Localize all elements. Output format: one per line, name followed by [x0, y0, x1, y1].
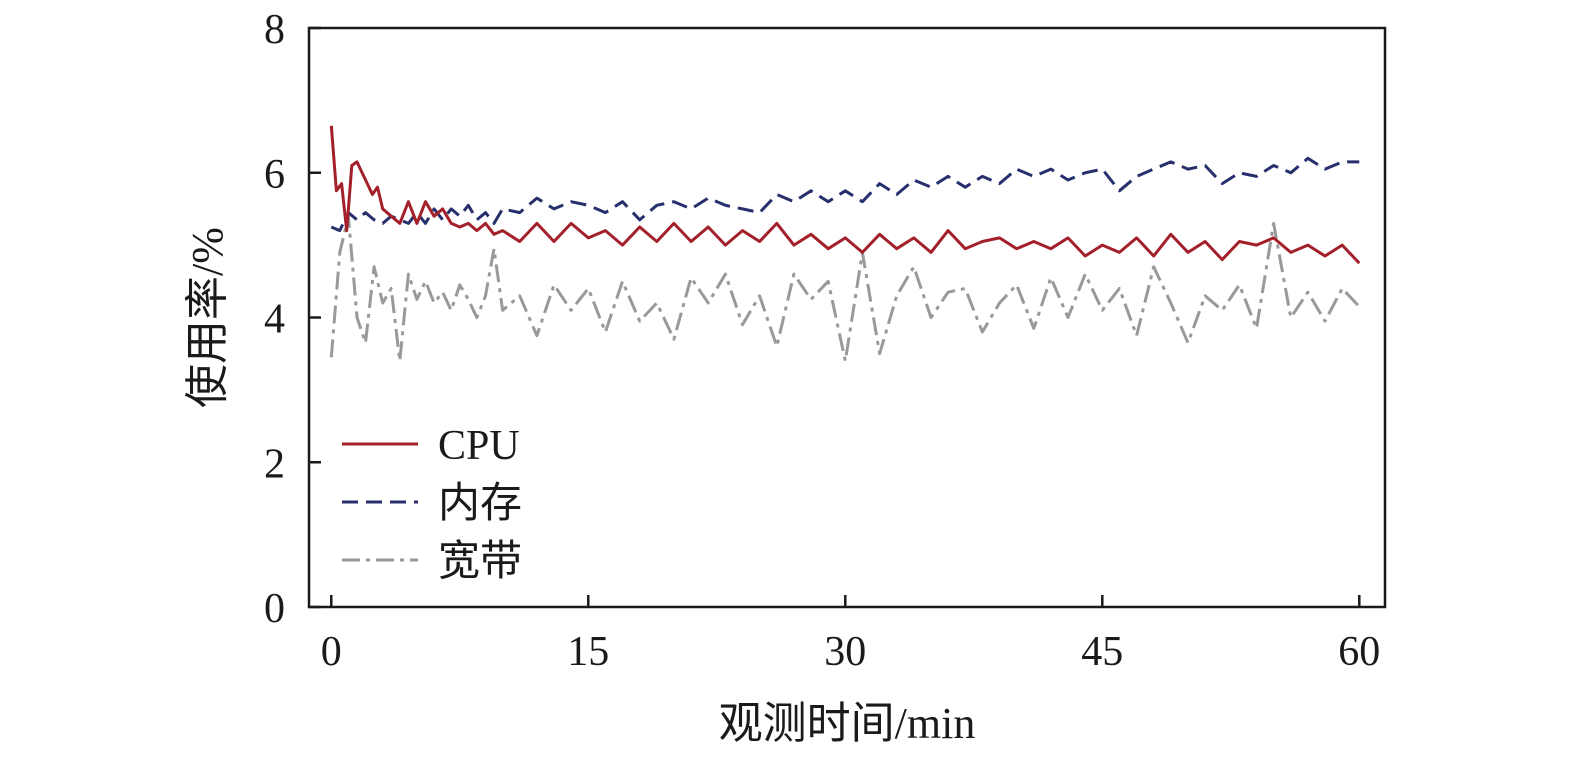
series-layer — [329, 125, 1361, 363]
x-tick-label: 45 — [1081, 629, 1123, 675]
legend-label-0: CPU — [438, 423, 520, 469]
y-tick-label: 6 — [264, 152, 285, 198]
y-tick-label: 0 — [264, 586, 285, 632]
x-tick-label: 0 — [321, 629, 342, 675]
legend-label-1: 内存 — [438, 481, 522, 527]
legend-label-2: 宽带 — [438, 538, 522, 585]
y-axis-label: 使用率/% — [183, 227, 232, 408]
ticks-layer: 0 15 30 45 60 0 2 4 6 8 — [264, 7, 1380, 675]
y-tick-label: 4 — [264, 297, 285, 343]
series-line-0 — [329, 125, 1361, 265]
x-tick-label: 60 — [1338, 629, 1380, 675]
series-line-2 — [329, 214, 1361, 363]
x-axis-label: 观测时间/min — [719, 699, 976, 748]
x-tick-label: 15 — [567, 629, 609, 675]
y-tick-label: 2 — [264, 441, 285, 487]
series-line-1 — [330, 156, 1360, 233]
y-tick-label: 8 — [264, 7, 285, 53]
x-tick-label: 30 — [824, 629, 866, 675]
